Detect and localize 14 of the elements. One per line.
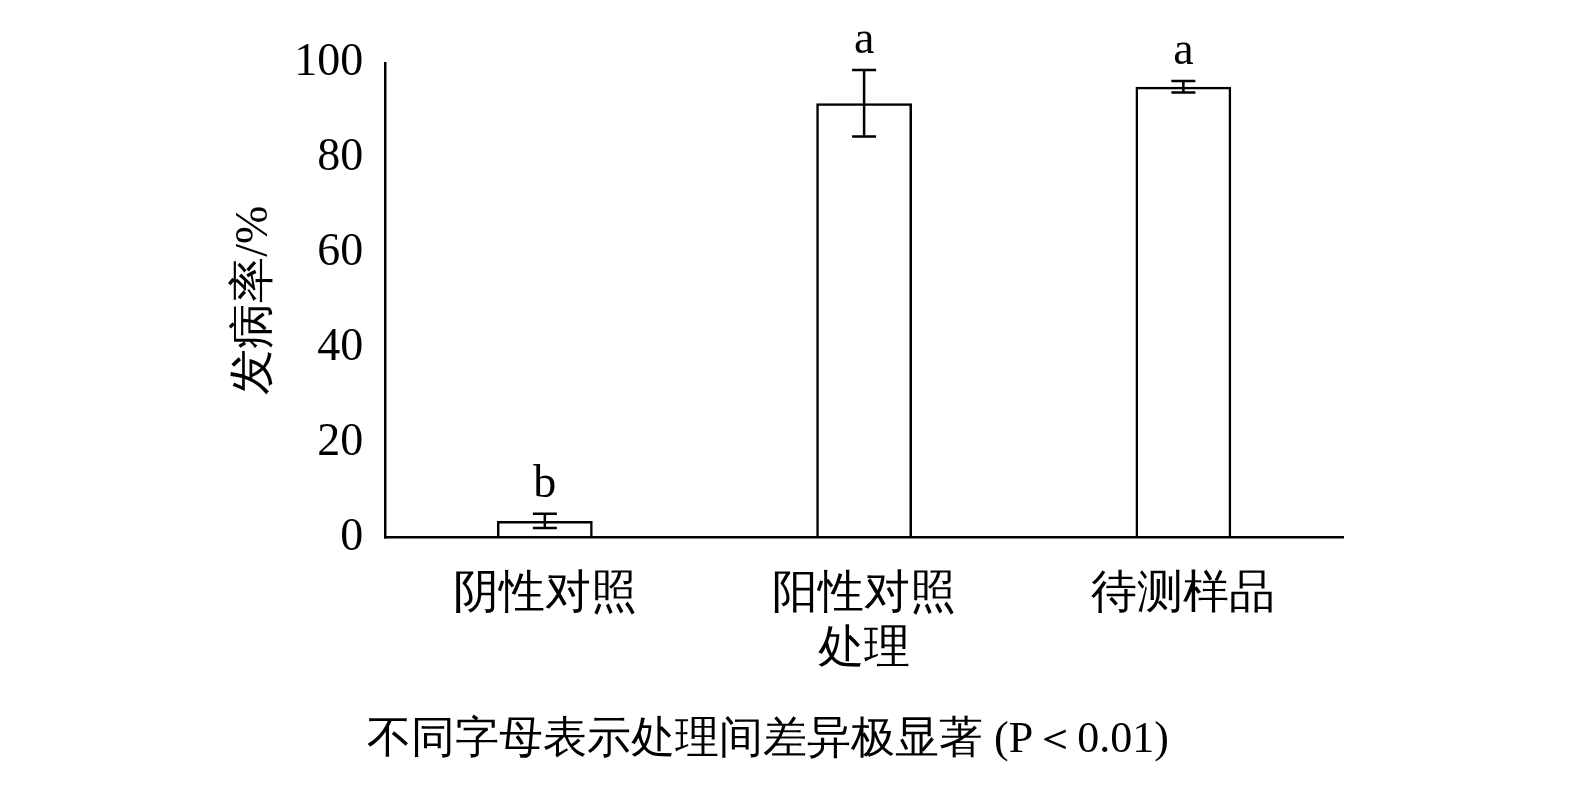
y-axis-title: 发病率/%: [225, 205, 277, 395]
text: 不同字母表示处理间差异极显著 (P＜0.01): [366, 712, 1170, 764]
annotation: b: [533, 455, 557, 507]
annotation: a: [853, 12, 875, 64]
x-tick-label: 阴性对照: [452, 566, 637, 618]
y-tick-label: 0: [340, 508, 364, 560]
y-tick-label: 20: [317, 413, 364, 465]
annotation: a: [1173, 23, 1194, 75]
y-tick-label: 80: [317, 129, 364, 180]
y-tick-label: 40: [317, 318, 364, 370]
x-tick-label: 待测样品: [1091, 566, 1276, 618]
y-tick-label: 100: [294, 34, 364, 86]
x-tick-label: 阳性对照处理: [772, 566, 957, 673]
y-tick-label: 60: [317, 223, 364, 275]
